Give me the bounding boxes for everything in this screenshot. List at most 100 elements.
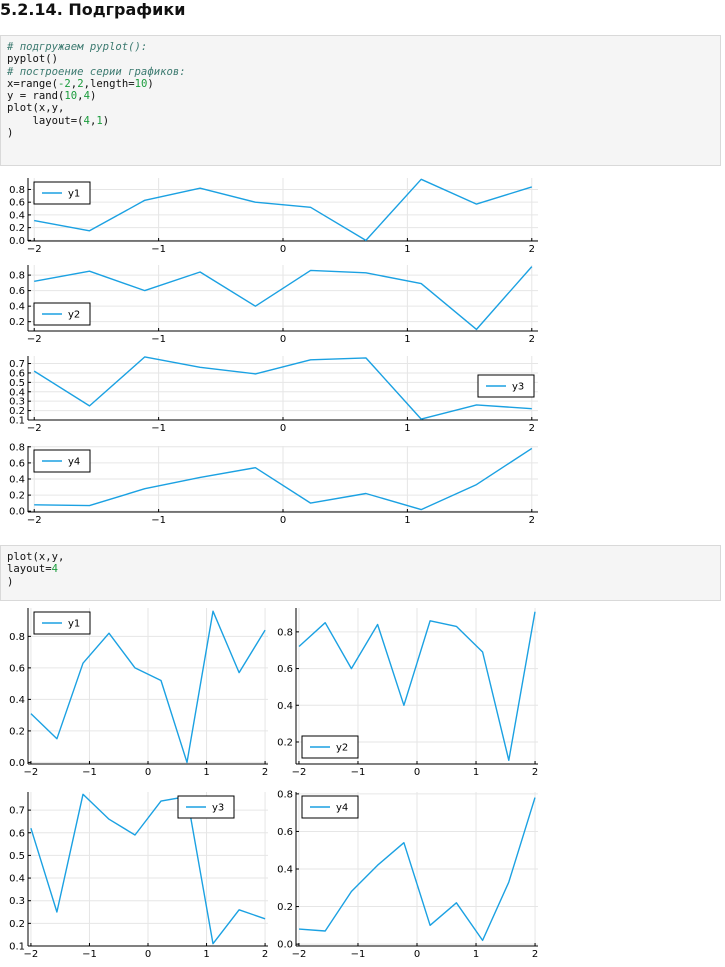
x-tick-label: 0 (145, 949, 151, 960)
x-tick-label: 2 (529, 334, 535, 345)
series-line-y4 (298, 797, 536, 942)
code-line: plot(x,y, (7, 551, 714, 563)
code-token: layout=( (7, 114, 84, 127)
y-tick-label: 0.6 (277, 664, 293, 675)
code-token: 10 (64, 90, 78, 103)
code-line: layout=4 (7, 563, 714, 575)
x-tick-label: −2 (24, 949, 39, 960)
series-line-y4 (34, 447, 533, 511)
x-tick-label: 1 (473, 767, 479, 778)
code-cell-2[interactable]: plot(x,y, layout=4) (0, 545, 721, 601)
legend-label: y4 (336, 803, 348, 814)
y-tick-label: 0.4 (277, 865, 293, 876)
y-tick-label: 0.8 (9, 185, 25, 196)
x-tick-label: −1 (351, 767, 366, 778)
chart-panel-y4: −2 −1 0 1 2 0.0 0.2 0.4 0.6 0.8 y4 (277, 789, 538, 960)
series-line-y1 (34, 178, 533, 242)
code-token: ) (147, 77, 154, 90)
x-tick-label: −2 (27, 515, 42, 526)
y-tick-label: 0.4 (9, 874, 25, 885)
legend-label: y4 (68, 457, 80, 468)
chart-panel-y2: −2 −1 0 1 2 0.2 0.4 0.6 0.8 y2 (9, 265, 538, 345)
code-token: , (77, 90, 84, 103)
y-tick-label: 0.6 (9, 828, 25, 839)
y-tick-label: 0.6 (9, 198, 25, 209)
legend-label: y1 (68, 619, 80, 630)
code-token: 4 (51, 563, 59, 576)
x-tick-label: 0 (145, 767, 151, 778)
legend: y1 (33, 181, 91, 205)
y-tick-label: 0.8 (9, 271, 25, 282)
x-tick-label: 0 (280, 423, 286, 434)
series-line-y2 (34, 266, 533, 331)
y-tick-label: 0.5 (9, 378, 25, 389)
code-token: layout= (7, 563, 52, 576)
code-line: # подгружаем pyplot(): (7, 41, 714, 53)
code-token: ) (102, 114, 110, 127)
code-token: plot(x,y, (7, 551, 65, 563)
x-tick-label: 1 (404, 244, 410, 255)
y-tick-label: 0.8 (9, 442, 25, 453)
legend-label: y2 (68, 310, 80, 321)
code-token: x=range( (7, 77, 59, 90)
x-tick-label: 1 (203, 949, 209, 960)
code-cell-1[interactable]: # подгружаем pyplot(): pyplot() # построен… (0, 35, 721, 166)
code-line: pyplot() (7, 53, 714, 65)
x-tick-label: 2 (529, 423, 535, 434)
x-tick-label: 2 (262, 949, 268, 960)
code-token: # построение серии графиков: (7, 65, 186, 78)
legend-label: y2 (336, 743, 348, 754)
series-line-y3 (33, 356, 532, 420)
legend: y3 (177, 795, 235, 819)
code-token: y = rand( (7, 90, 65, 103)
legend-label: y3 (512, 382, 524, 393)
y-tick-label: 0.2 (9, 919, 25, 930)
y-tick-label: 0.4 (9, 387, 25, 398)
y-tick-label: 0.6 (9, 663, 25, 674)
code-token: plot(x,y, (7, 102, 65, 115)
y-tick-label: 0.2 (277, 902, 293, 913)
code-token: ,length= (83, 77, 135, 90)
code-token: pyplot() (7, 53, 59, 66)
chart-panel-y1: −2 −1 0 1 2 0.0 0.2 0.40.6 0.8 y1 (9, 178, 538, 255)
x-tick-label: −1 (151, 423, 166, 434)
series-line-y3 (30, 793, 266, 945)
code-token: , (89, 114, 97, 127)
x-tick-label: 2 (532, 767, 538, 778)
x-tick-label: 1 (404, 515, 410, 526)
y-tick-label: 0.7 (9, 806, 25, 817)
x-tick-label: −2 (292, 949, 307, 960)
x-tick-label: −2 (27, 423, 42, 434)
y-tick-label: 0.6 (9, 458, 25, 469)
x-tick-label: 2 (529, 244, 535, 255)
y-tick-label: 0.2 (9, 406, 25, 417)
code-token: 4 (83, 114, 90, 127)
code-token: 1 (96, 114, 103, 127)
y-tick-label: 0.1 (9, 416, 25, 427)
x-tick-label: −1 (82, 767, 97, 778)
x-tick-label: 1 (404, 423, 410, 434)
x-tick-label: −1 (82, 949, 97, 960)
x-tick-label: −1 (151, 334, 166, 345)
y-tick-label: 0.2 (9, 223, 25, 234)
legend: y4 (301, 795, 359, 819)
figure-layout-4: −2 −1 0 1 2 0.0 0.2 0.4 0.6 0.8 y1 −2 −1 0 1 2 0.2 0.4 0.6… (9, 608, 538, 960)
x-tick-label: 2 (262, 767, 268, 778)
code-line: ) (7, 127, 714, 139)
code-token: 2 (77, 77, 84, 90)
code-line: plot(x,y, (7, 102, 714, 114)
x-tick-label: −2 (292, 767, 307, 778)
figure-layout-4x1: −2 −1 0 1 20.00.20.40.60.8 y1−2 −1 0 1 20.20.40.6… (9, 178, 538, 526)
x-tick-label: 0 (280, 515, 286, 526)
legend: y2 (301, 735, 359, 759)
code-token: ) (7, 575, 14, 588)
legend-label: y1 (68, 189, 80, 200)
legend-label: y3 (212, 803, 224, 814)
x-tick-label: 0 (280, 244, 286, 255)
y-tick-label: 0.4 (9, 210, 25, 221)
y-tick-label: 0.2 (277, 737, 293, 748)
x-tick-label: 0 (280, 334, 286, 345)
x-tick-label: 2 (532, 949, 538, 960)
